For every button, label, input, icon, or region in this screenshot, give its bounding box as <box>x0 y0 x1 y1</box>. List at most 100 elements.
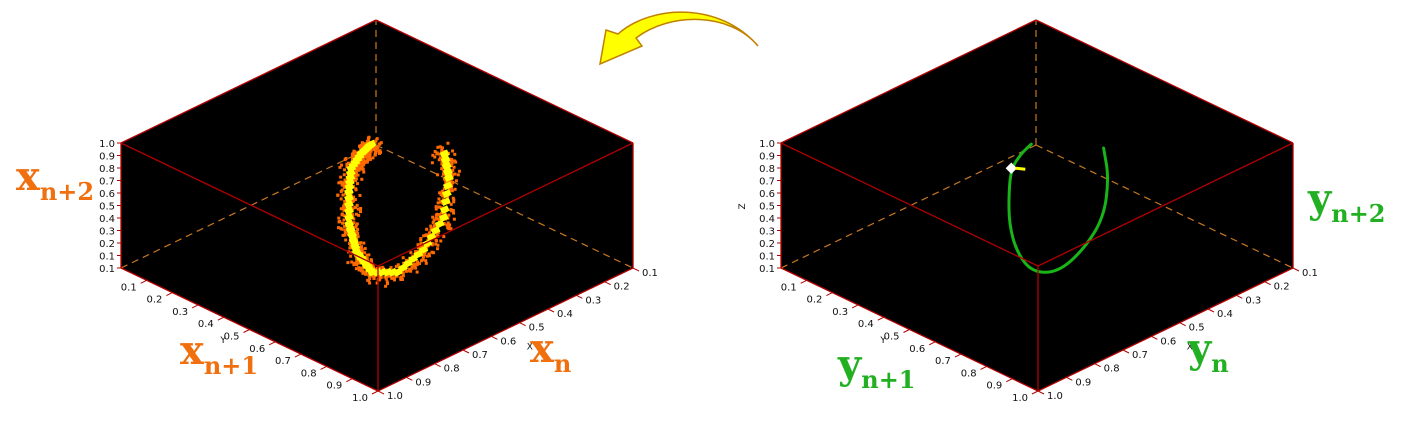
scatter-point <box>395 274 399 278</box>
scatter-point <box>432 218 436 222</box>
box-edge <box>1035 19 1294 144</box>
y-tick-label: 0.3 <box>832 307 848 318</box>
scatter-point <box>438 156 442 160</box>
scatter-point <box>431 220 435 224</box>
data-layer <box>1005 142 1110 274</box>
x-variable-label: yn <box>1187 325 1229 378</box>
scatter-point <box>436 201 440 205</box>
scatter-point <box>359 206 363 210</box>
z-tick-label: 0.1 <box>759 264 775 275</box>
y-tick-mark <box>1006 378 1013 383</box>
scatter-point <box>456 173 460 177</box>
x-axis-letter: X <box>1187 343 1193 353</box>
scatter-point <box>424 233 428 237</box>
scatter-point <box>344 192 348 196</box>
scatter-point <box>430 243 434 247</box>
scatter-point <box>358 162 362 166</box>
scatter-point <box>416 260 420 264</box>
curved-arrow <box>599 11 759 66</box>
highlight-marker <box>1005 162 1017 174</box>
scatter-point <box>362 241 366 245</box>
box-edge <box>377 142 634 267</box>
scatter-point <box>369 148 373 152</box>
scatter-point <box>360 164 364 168</box>
scatter-point <box>367 279 371 283</box>
scatter-point <box>366 140 370 144</box>
scatter-point <box>401 256 405 260</box>
scatter-point <box>366 136 370 140</box>
scatter-point <box>346 261 350 265</box>
scatter-point <box>343 224 347 228</box>
scatter-point <box>354 187 358 191</box>
scatter-point <box>421 255 425 259</box>
y-tick-label: 0.5 <box>224 332 240 343</box>
scatter-point <box>435 234 439 238</box>
scatter-point <box>363 251 367 255</box>
x-tick-label: 0.2 <box>1274 282 1290 293</box>
scatter-point <box>427 252 431 256</box>
scatter-point <box>419 242 423 246</box>
scatter-point <box>364 272 368 276</box>
scatter-point <box>354 225 358 229</box>
y-tick-label: 0.6 <box>249 344 265 355</box>
scatter-point <box>450 173 454 177</box>
scatter-point <box>424 261 428 265</box>
scatter-point <box>431 153 435 157</box>
scatter-point <box>354 177 358 181</box>
z-tick-label: 0.8 <box>99 164 115 175</box>
plot-box-background <box>781 20 1293 391</box>
x-tick-label: 0.6 <box>1160 336 1176 347</box>
y-tick-mark <box>140 279 147 284</box>
x-tick-mark <box>1122 349 1130 354</box>
scatter-point <box>452 198 456 202</box>
scatter-point <box>451 196 455 200</box>
scatter-point <box>438 191 442 195</box>
scatter-point <box>351 152 355 156</box>
scatter-point <box>453 172 457 176</box>
scatter-point <box>367 273 371 277</box>
x-tick-mark <box>377 390 385 395</box>
scatter-point <box>342 203 346 207</box>
scatter-point <box>385 282 389 286</box>
highlight-point <box>344 177 355 187</box>
scatter-point <box>345 165 349 169</box>
z-tick-label: 1.0 <box>99 139 115 150</box>
scatter-point <box>340 212 344 216</box>
scatter-point <box>451 208 455 212</box>
scatter-point <box>389 266 393 270</box>
scatter-point <box>407 267 411 271</box>
y-tick-mark <box>877 316 885 321</box>
scatter-point <box>429 228 433 232</box>
scatter-point <box>374 148 378 152</box>
scatter-point <box>419 245 423 249</box>
highlight-point <box>441 161 452 171</box>
z-variable-label: xn+2 <box>16 153 94 206</box>
y-tick-mark <box>320 365 327 370</box>
scatter-point <box>355 182 359 186</box>
scatter-point <box>392 278 396 282</box>
plot-box-background <box>121 20 633 391</box>
scatter-point <box>361 269 365 273</box>
scatter-point <box>354 230 358 234</box>
scatter-point <box>356 235 360 239</box>
z-tick-label: 0.9 <box>759 152 775 163</box>
scatter-point <box>436 145 440 149</box>
y-tick-mark <box>294 353 302 358</box>
scatter-point <box>430 250 434 254</box>
y-tick-label: 0.9 <box>326 381 342 392</box>
scatter-point <box>356 260 360 264</box>
scatter-point <box>362 170 366 174</box>
highlight-point <box>343 187 354 197</box>
y-axis-letter: Y <box>219 336 226 346</box>
scatter-point <box>438 152 442 156</box>
highlight-point <box>387 267 398 277</box>
scatter-point <box>423 253 427 257</box>
scatter-point <box>337 216 341 220</box>
scatter-point <box>351 154 355 158</box>
x-tick-mark <box>576 294 583 299</box>
box-edge <box>1037 142 1294 267</box>
scatter-point <box>431 215 435 219</box>
scatter-point <box>442 187 446 191</box>
scatter-point <box>396 263 400 267</box>
scatter-point <box>342 204 346 208</box>
